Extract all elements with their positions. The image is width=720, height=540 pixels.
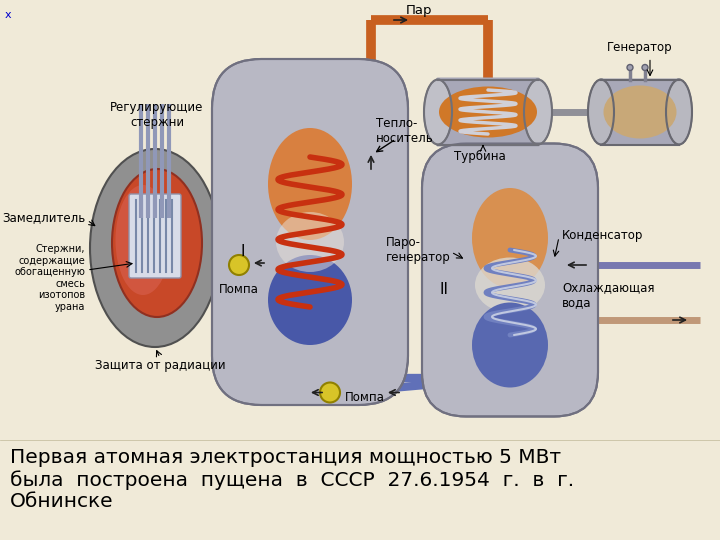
Circle shape bbox=[229, 255, 249, 275]
Ellipse shape bbox=[276, 212, 344, 272]
Circle shape bbox=[320, 382, 340, 402]
Ellipse shape bbox=[115, 185, 171, 295]
Text: Первая атомная электростанция мощностью 5 МВт: Первая атомная электростанция мощностью … bbox=[10, 448, 561, 467]
Ellipse shape bbox=[268, 255, 352, 345]
Text: Генератор: Генератор bbox=[607, 42, 672, 55]
FancyBboxPatch shape bbox=[129, 194, 181, 278]
Ellipse shape bbox=[475, 258, 545, 313]
Text: Конденсатор: Конденсатор bbox=[562, 228, 644, 241]
Ellipse shape bbox=[588, 79, 614, 145]
Text: Обнинске: Обнинске bbox=[10, 492, 114, 511]
Ellipse shape bbox=[666, 79, 692, 145]
Ellipse shape bbox=[439, 86, 537, 138]
Text: была  построена  пущена  в  СССР  27.6.1954  г.  в  г.: была построена пущена в СССР 27.6.1954 г… bbox=[10, 470, 574, 490]
Ellipse shape bbox=[472, 302, 548, 388]
FancyBboxPatch shape bbox=[422, 144, 598, 416]
Text: Турбина: Турбина bbox=[454, 150, 506, 163]
Ellipse shape bbox=[472, 188, 548, 288]
Text: I: I bbox=[240, 245, 246, 260]
Text: Охлаждающая
вода: Охлаждающая вода bbox=[562, 281, 654, 309]
Text: II: II bbox=[439, 282, 449, 298]
FancyBboxPatch shape bbox=[600, 78, 680, 145]
Ellipse shape bbox=[424, 79, 452, 145]
Text: Тепло-
носитель: Тепло- носитель bbox=[376, 117, 433, 145]
Circle shape bbox=[642, 64, 648, 71]
Text: Паро-
генератор: Паро- генератор bbox=[386, 236, 451, 264]
Text: Помпа: Помпа bbox=[345, 391, 385, 404]
Ellipse shape bbox=[524, 79, 552, 145]
Text: Защита от радиации: Защита от радиации bbox=[95, 359, 225, 372]
Ellipse shape bbox=[90, 149, 220, 347]
Text: Пар: Пар bbox=[406, 4, 433, 17]
FancyBboxPatch shape bbox=[212, 59, 408, 405]
Ellipse shape bbox=[268, 128, 352, 240]
Ellipse shape bbox=[603, 85, 677, 138]
Ellipse shape bbox=[112, 169, 202, 317]
Text: х: х bbox=[5, 10, 12, 20]
Text: Регулирующие
стержни: Регулирующие стержни bbox=[110, 101, 204, 129]
Circle shape bbox=[627, 64, 633, 71]
FancyBboxPatch shape bbox=[436, 78, 540, 146]
Text: Стержни,
содержащие
обогащенную
смесь
изотопов
урана: Стержни, содержащие обогащенную смесь из… bbox=[14, 244, 85, 312]
Text: Помпа: Помпа bbox=[219, 283, 259, 296]
Text: Замедлитель: Замедлитель bbox=[1, 212, 85, 225]
